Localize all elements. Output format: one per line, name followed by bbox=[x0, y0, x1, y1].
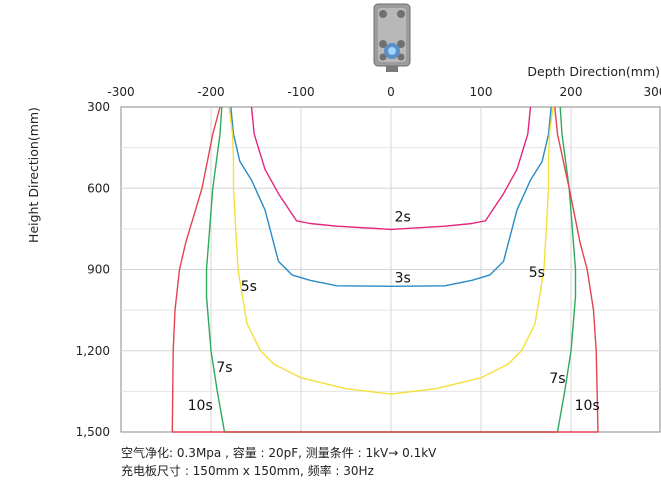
curve-label-5s-right: 5s bbox=[529, 265, 545, 281]
x-tick-label: -300 bbox=[107, 85, 134, 99]
y-tick-label: 900 bbox=[87, 263, 110, 277]
y-tick-label: 600 bbox=[87, 181, 110, 195]
y-tick-label: 300 bbox=[87, 100, 110, 114]
series-group bbox=[171, 106, 599, 433]
x-tick-labels: -300 -200 -100 0 100 200 300 bbox=[107, 85, 661, 99]
x-tick-label: -100 bbox=[287, 85, 314, 99]
curve-label-10s: 10s bbox=[188, 398, 213, 414]
curve-label-10s-right: 10s bbox=[575, 398, 600, 414]
y-tick-labels: 300 600 900 1,200 1,500 bbox=[76, 100, 110, 439]
footnote-line-1: 空气净化: 0.3Mpa , 容量 : 20pF, 测量条件 : 1kV→ 0.… bbox=[121, 446, 437, 460]
series-line-3s bbox=[230, 106, 552, 287]
curve-label-3s: 3s bbox=[395, 271, 411, 287]
footnote-line-2: 充电板尺寸 : 150mm x 150mm, 频率 : 30Hz bbox=[121, 464, 374, 478]
series-line-5s bbox=[228, 106, 554, 395]
x-tick-label: 100 bbox=[470, 85, 493, 99]
curve-label-7s-right: 7s bbox=[549, 371, 565, 387]
y-tick-label: 1,500 bbox=[76, 425, 110, 439]
x-tick-label: 300 bbox=[644, 85, 661, 99]
curve-labels: 2s 3s 5s 5s 7s 7s 10s 10s bbox=[188, 210, 600, 414]
series-line-10s bbox=[171, 106, 599, 433]
y-tick-label: 1,200 bbox=[76, 344, 110, 358]
x-tick-label: -200 bbox=[197, 85, 224, 99]
ionizer-device-icon bbox=[373, 3, 411, 72]
x-tick-label: 200 bbox=[560, 85, 583, 99]
x-axis-label: Depth Direction(mm) bbox=[527, 64, 660, 79]
y-axis-label: Height Direction(mm) bbox=[26, 107, 41, 243]
x-tick-label: 0 bbox=[387, 85, 395, 99]
curve-label-7s: 7s bbox=[216, 360, 232, 376]
curve-label-2s: 2s bbox=[395, 210, 411, 226]
curve-label-5s: 5s bbox=[241, 279, 257, 295]
series-line-2s bbox=[250, 106, 532, 231]
